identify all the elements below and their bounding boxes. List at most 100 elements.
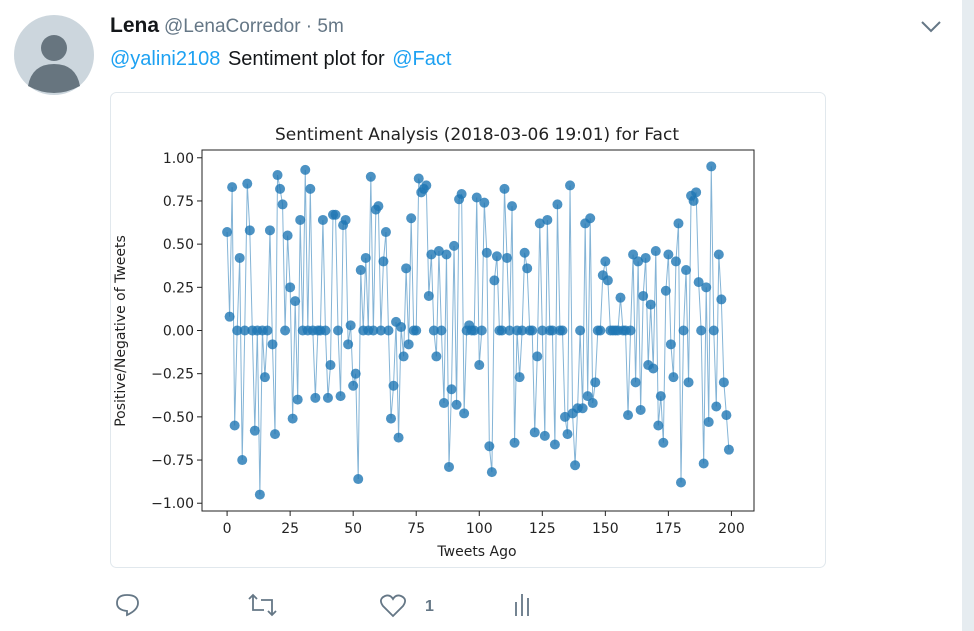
point [630, 377, 641, 388]
point [638, 290, 649, 301]
point [423, 290, 434, 301]
point [436, 325, 447, 336]
analytics-icon[interactable] [515, 594, 529, 616]
x-tick-label: 175 [655, 521, 682, 537]
point [549, 439, 560, 450]
point [713, 249, 724, 260]
point [333, 325, 344, 336]
point [723, 444, 734, 455]
point [449, 240, 460, 251]
point [663, 249, 674, 260]
point [701, 282, 712, 293]
point [244, 225, 255, 236]
point [595, 325, 606, 336]
point [655, 391, 666, 402]
x-tick-label: 125 [529, 521, 556, 537]
point [565, 180, 576, 191]
author-meta[interactable]: @LenaCorredor · 5m [164, 16, 344, 37]
point [360, 252, 371, 263]
point [317, 214, 328, 225]
menu-chevron[interactable] [921, 21, 941, 33]
point [285, 282, 296, 293]
y-tick-label: 0.75 [163, 194, 194, 210]
point [476, 325, 487, 336]
point [590, 377, 601, 388]
point [542, 214, 553, 225]
point [675, 477, 686, 488]
retweet-icon[interactable] [248, 593, 277, 617]
point [653, 420, 664, 431]
point [365, 171, 376, 182]
point [305, 183, 316, 194]
point [519, 247, 530, 258]
point [600, 256, 611, 267]
point [547, 325, 558, 336]
point [380, 227, 391, 238]
series-line [226, 166, 730, 495]
point [711, 401, 722, 412]
point [585, 213, 596, 224]
point [345, 320, 356, 331]
point [645, 299, 656, 310]
point [539, 430, 550, 441]
x-tick-label: 25 [281, 521, 299, 537]
point [406, 213, 417, 224]
point [484, 441, 495, 452]
point [426, 249, 437, 260]
point [340, 214, 351, 225]
point [570, 460, 581, 471]
point [698, 458, 709, 469]
point [509, 437, 520, 448]
point [522, 263, 533, 274]
y-tick-label: 0.25 [163, 280, 194, 296]
point [527, 325, 538, 336]
point [486, 467, 497, 478]
point [665, 339, 676, 350]
mention[interactable]: @Fact [392, 48, 452, 70]
point [602, 275, 613, 286]
like-icon[interactable] [380, 594, 406, 618]
point [259, 372, 270, 383]
point [496, 325, 507, 336]
point [582, 391, 593, 402]
point [348, 380, 359, 391]
point [335, 391, 346, 402]
point [270, 429, 281, 440]
point [575, 325, 586, 336]
x-tick-label: 75 [407, 521, 425, 537]
point [373, 201, 384, 212]
point [456, 189, 467, 200]
author-name[interactable]: Lena [110, 14, 159, 37]
point [628, 249, 639, 260]
point [403, 339, 414, 350]
point [501, 252, 512, 263]
point [716, 294, 727, 305]
point [703, 417, 714, 428]
chart-title: Sentiment Analysis (2018-03-06 19:01) fo… [275, 125, 679, 145]
y-tick-label: 1.00 [163, 151, 194, 167]
point [459, 408, 470, 419]
point [438, 398, 449, 409]
point [398, 351, 409, 362]
point [292, 394, 303, 405]
point [325, 360, 336, 371]
point [534, 218, 545, 229]
point [421, 180, 432, 191]
point [428, 325, 439, 336]
tweet-text: @yalini2108 Sentiment plot for @Fact [110, 48, 452, 70]
point [227, 182, 238, 193]
point [615, 292, 626, 303]
point [587, 398, 598, 409]
point [504, 325, 515, 336]
point [633, 256, 644, 267]
mention[interactable]: @yalini2108 [110, 48, 220, 70]
reply-icon[interactable] [116, 594, 139, 617]
point [272, 170, 283, 181]
point [254, 489, 265, 500]
y-tick-label: −1.00 [151, 496, 194, 512]
x-tick-label: 100 [466, 521, 493, 537]
point [648, 363, 659, 374]
avatar[interactable] [14, 15, 94, 95]
